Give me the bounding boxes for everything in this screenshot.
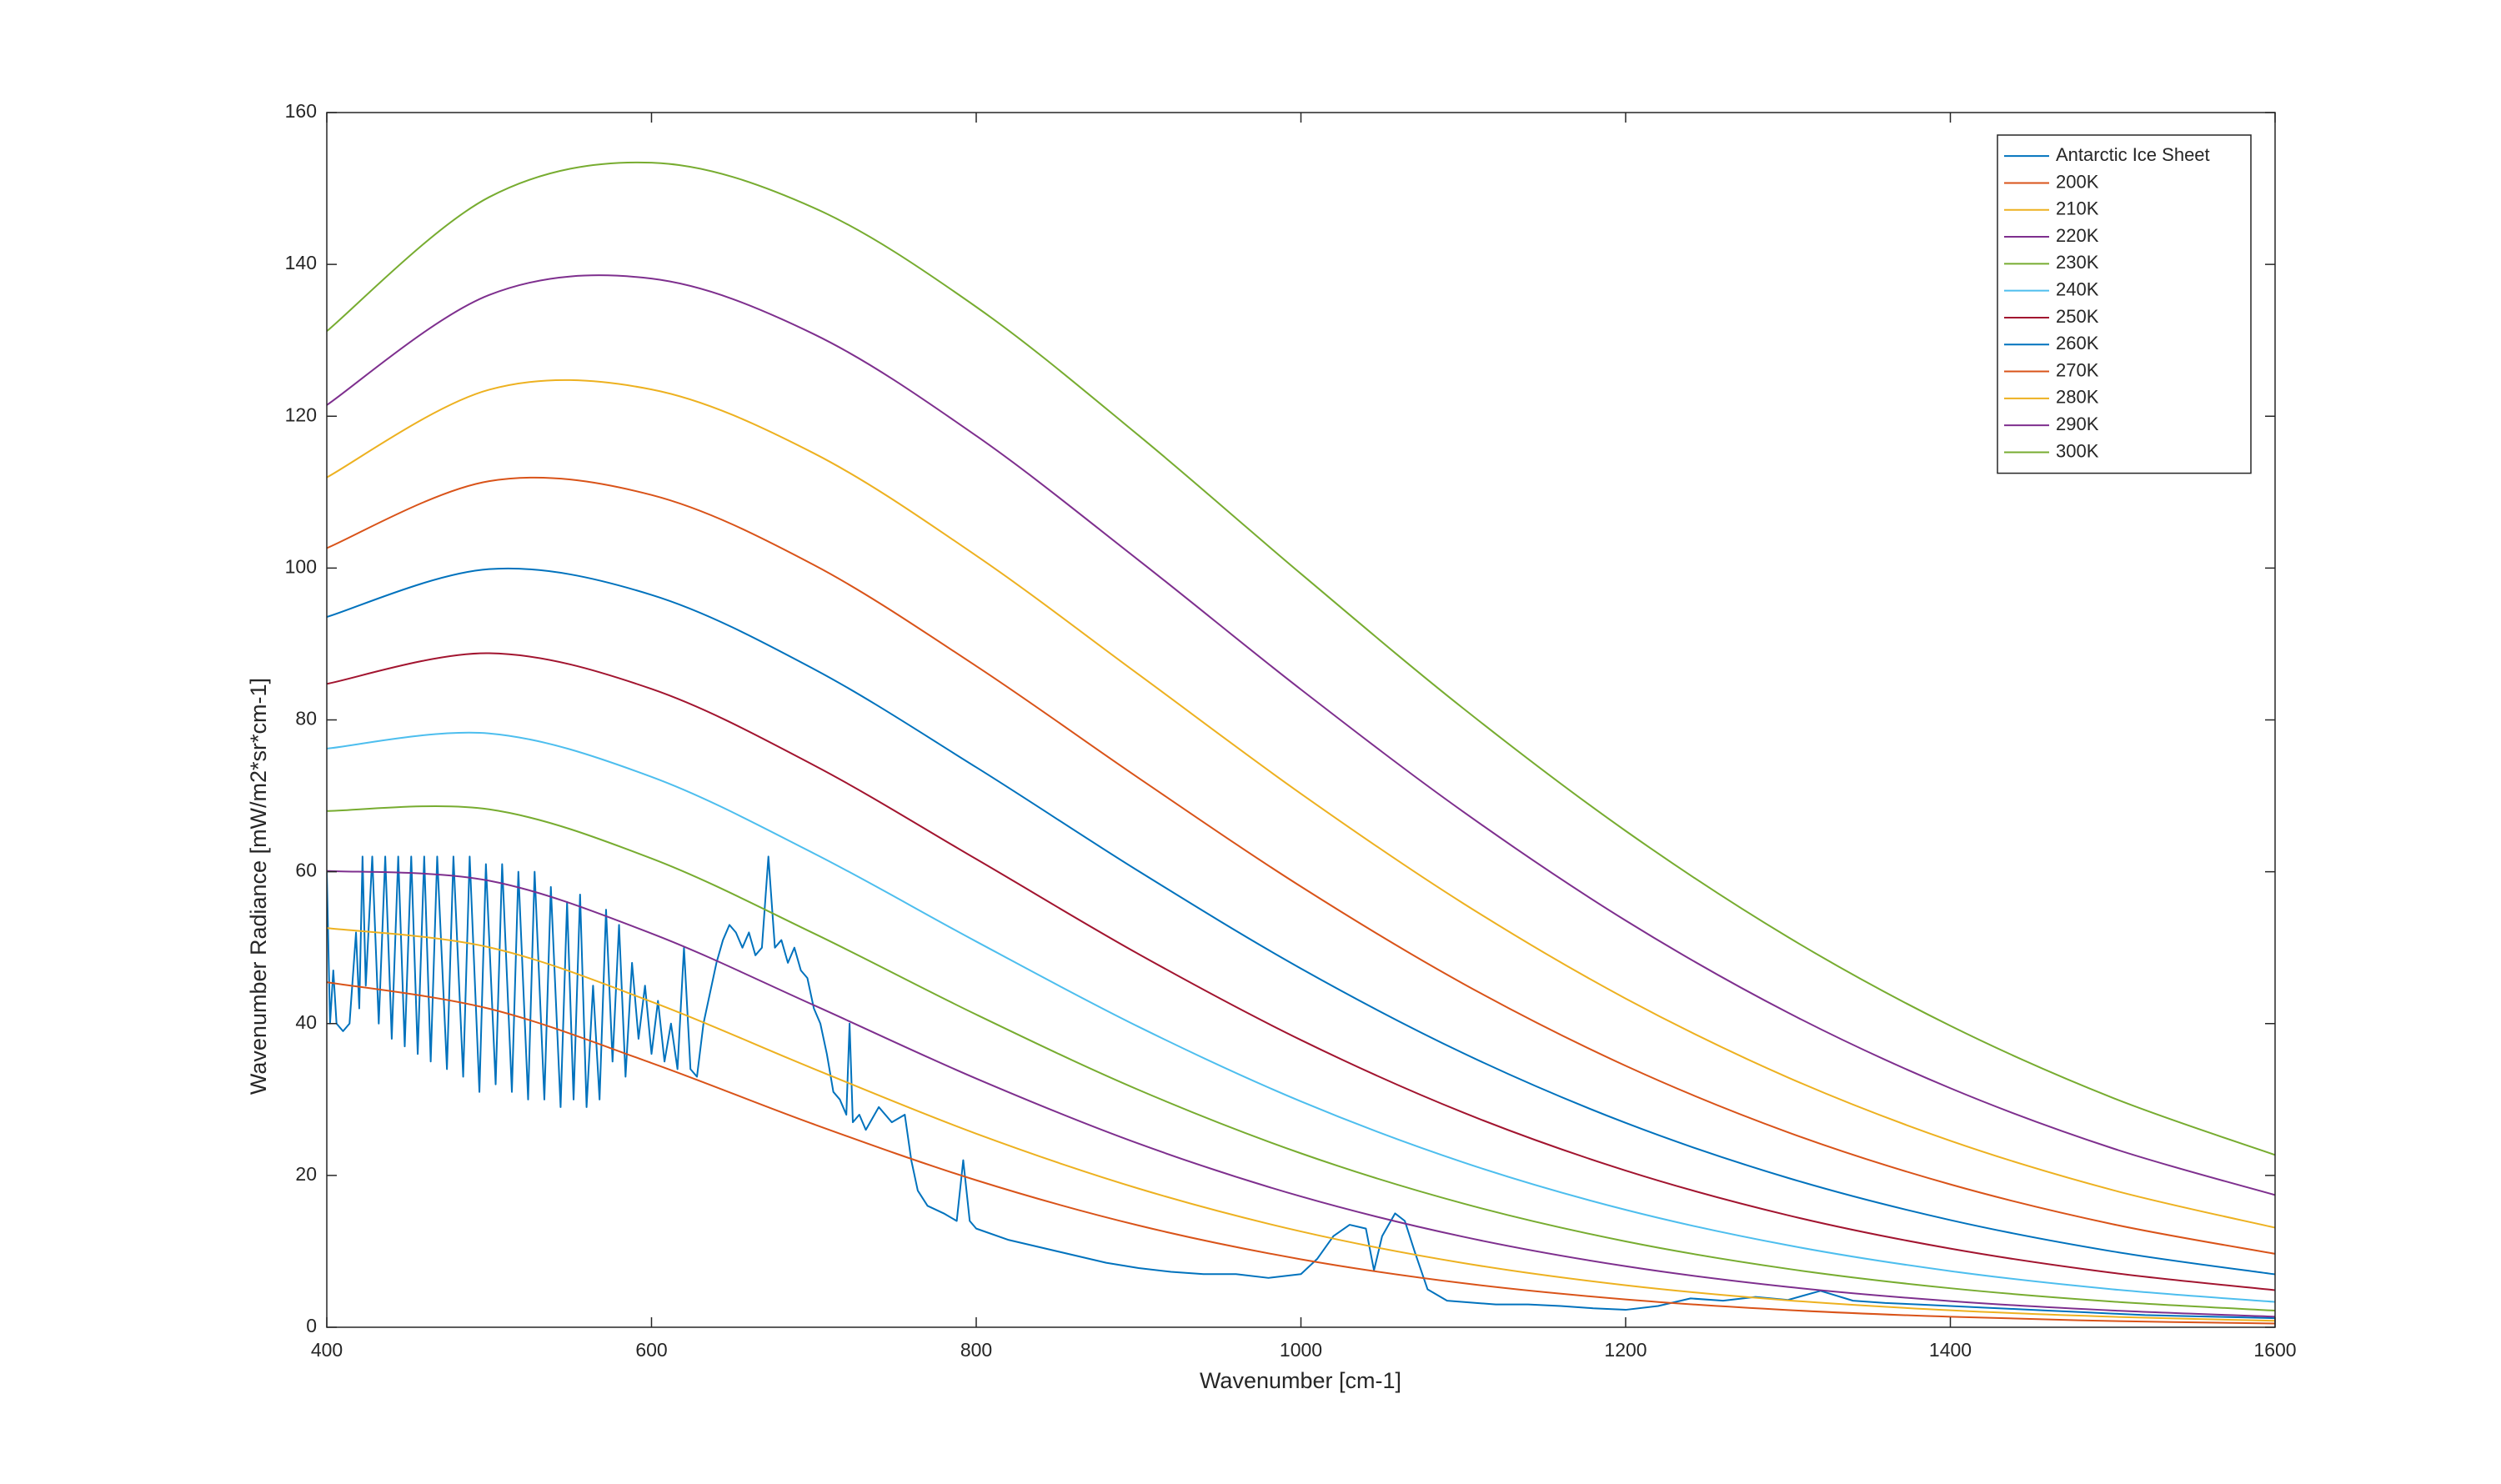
series-line bbox=[327, 379, 2275, 1229]
legend-label: 240K bbox=[2056, 278, 2099, 299]
lines bbox=[327, 161, 2275, 1325]
series-line bbox=[327, 567, 2275, 1276]
y-tick-label: 80 bbox=[295, 708, 317, 729]
series-line bbox=[327, 274, 2275, 1196]
y-tick-label: 120 bbox=[285, 404, 317, 425]
legend-label: 280K bbox=[2056, 387, 2099, 408]
series-line bbox=[327, 476, 2275, 1255]
y-axis-label: Wavenumber Radiance [mW/m2*sr*cm-1] bbox=[246, 678, 271, 1095]
series-line bbox=[327, 161, 2275, 1156]
series-line bbox=[327, 870, 2275, 1318]
x-axis-label: Wavenumber [cm-1] bbox=[1200, 1368, 1401, 1393]
legend-label: 270K bbox=[2056, 359, 2099, 380]
series-line bbox=[327, 927, 2275, 1322]
x-tick-label: 1400 bbox=[1929, 1339, 1972, 1361]
series-line bbox=[327, 805, 2275, 1312]
legend-label: 230K bbox=[2056, 252, 2099, 273]
x-tick-label: 800 bbox=[960, 1339, 992, 1361]
y-tick-label: 160 bbox=[285, 100, 317, 122]
y-tick-label: 40 bbox=[295, 1011, 317, 1033]
plot-area: 400 600 800 1000 1200 1400 1600 0 20 40 60 80 100 120… bbox=[285, 100, 2297, 1361]
legend-label: 220K bbox=[2056, 225, 2099, 246]
series-line bbox=[327, 731, 2275, 1303]
axes-box bbox=[326, 112, 2276, 1328]
legend-label: 200K bbox=[2056, 171, 2099, 192]
legend-label: Antarctic Ice Sheet bbox=[2056, 144, 2210, 165]
y-tick-label: 20 bbox=[295, 1163, 317, 1185]
legend-label: 260K bbox=[2056, 333, 2099, 353]
legend-box bbox=[1997, 134, 2252, 474]
legend-label: 290K bbox=[2056, 414, 2099, 434]
legend-label: 210K bbox=[2056, 198, 2099, 219]
x-tick-label: 400 bbox=[311, 1339, 343, 1361]
x-tick-label: 600 bbox=[635, 1339, 667, 1361]
legend-label: 300K bbox=[2056, 440, 2099, 461]
y-tick-label: 0 bbox=[306, 1315, 317, 1336]
x-tick-label: 1600 bbox=[2253, 1339, 2296, 1361]
x-tick-label: 1000 bbox=[1280, 1339, 1322, 1361]
y-tick-label: 100 bbox=[285, 555, 317, 577]
x-tick-label: 1200 bbox=[1604, 1339, 1646, 1361]
series-line bbox=[327, 652, 2275, 1291]
legend-label: 250K bbox=[2056, 306, 2099, 327]
y-tick-label: 140 bbox=[285, 252, 317, 273]
series-line bbox=[327, 981, 2275, 1325]
legend: Antarctic Ice Sheet 200K 210K 220K 230K 240K 2… bbox=[1997, 134, 2252, 474]
y-tick-label: 60 bbox=[295, 860, 317, 881]
